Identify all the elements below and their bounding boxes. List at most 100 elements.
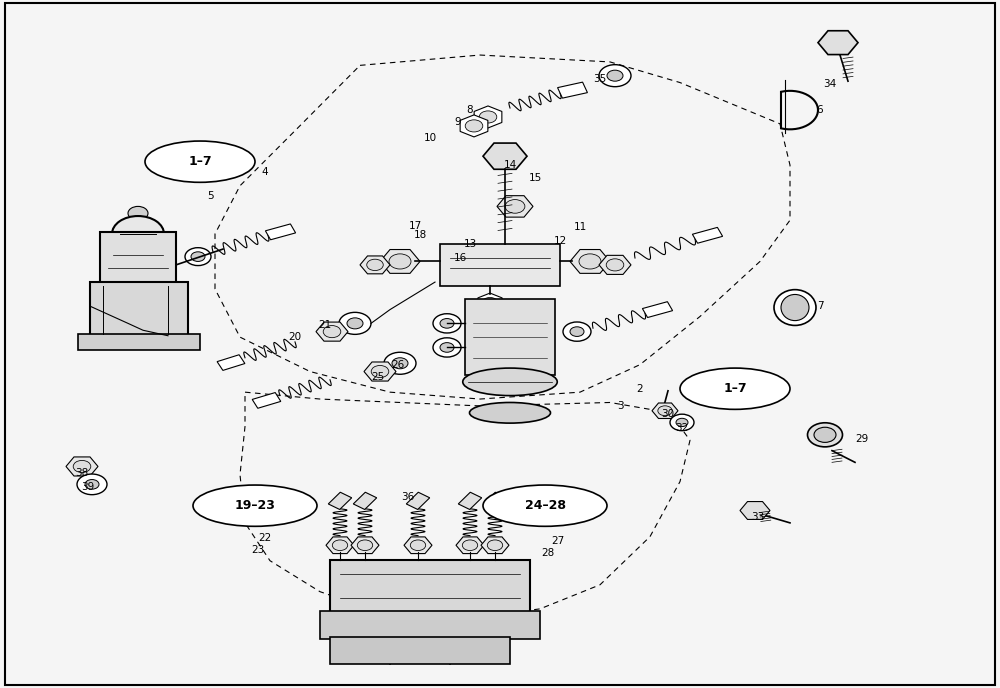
Polygon shape bbox=[217, 355, 245, 370]
Circle shape bbox=[347, 318, 363, 329]
Polygon shape bbox=[460, 115, 488, 137]
Circle shape bbox=[370, 589, 380, 597]
Circle shape bbox=[505, 200, 525, 213]
Polygon shape bbox=[497, 195, 533, 217]
Ellipse shape bbox=[774, 290, 816, 325]
Polygon shape bbox=[365, 587, 385, 599]
Polygon shape bbox=[265, 224, 296, 239]
Polygon shape bbox=[599, 255, 631, 275]
Bar bbox=[100, 232, 176, 283]
Circle shape bbox=[676, 418, 688, 427]
Polygon shape bbox=[66, 457, 98, 476]
Circle shape bbox=[77, 474, 107, 495]
Text: 13: 13 bbox=[463, 239, 477, 249]
Circle shape bbox=[185, 248, 211, 266]
Text: 29: 29 bbox=[855, 434, 869, 444]
Text: 26: 26 bbox=[391, 360, 405, 369]
Ellipse shape bbox=[814, 427, 836, 442]
Circle shape bbox=[606, 259, 624, 271]
Polygon shape bbox=[380, 250, 420, 273]
Text: 30: 30 bbox=[661, 409, 675, 419]
Text: 7: 7 bbox=[817, 301, 823, 311]
Polygon shape bbox=[652, 403, 678, 418]
Polygon shape bbox=[458, 492, 482, 510]
Text: 14: 14 bbox=[503, 160, 517, 170]
Circle shape bbox=[357, 540, 373, 550]
Circle shape bbox=[392, 358, 408, 369]
Circle shape bbox=[173, 338, 187, 347]
Circle shape bbox=[384, 352, 416, 374]
Circle shape bbox=[433, 338, 461, 357]
Circle shape bbox=[607, 70, 623, 81]
Circle shape bbox=[410, 540, 426, 550]
Polygon shape bbox=[406, 492, 430, 510]
Bar bbox=[90, 282, 188, 337]
Polygon shape bbox=[364, 362, 396, 381]
Text: 36: 36 bbox=[401, 492, 415, 502]
Polygon shape bbox=[326, 537, 354, 554]
Text: 34: 34 bbox=[823, 79, 837, 89]
Polygon shape bbox=[476, 312, 504, 328]
Circle shape bbox=[389, 254, 411, 269]
Text: 18: 18 bbox=[413, 230, 427, 240]
Text: 21: 21 bbox=[318, 320, 332, 330]
Polygon shape bbox=[316, 322, 348, 341]
Circle shape bbox=[482, 297, 498, 308]
Polygon shape bbox=[478, 293, 502, 312]
Text: 4: 4 bbox=[262, 167, 268, 177]
Polygon shape bbox=[332, 587, 352, 599]
Bar bbox=[78, 334, 200, 350]
Ellipse shape bbox=[483, 485, 607, 526]
Bar bbox=[330, 637, 510, 663]
Polygon shape bbox=[456, 537, 484, 554]
Circle shape bbox=[440, 343, 454, 352]
Polygon shape bbox=[360, 256, 390, 274]
Circle shape bbox=[339, 312, 371, 334]
Text: 33: 33 bbox=[751, 513, 765, 522]
Text: 35: 35 bbox=[593, 74, 607, 84]
Circle shape bbox=[670, 414, 694, 431]
Text: 9: 9 bbox=[455, 118, 461, 127]
Text: 24–28: 24–28 bbox=[524, 499, 566, 512]
Polygon shape bbox=[642, 302, 673, 317]
Circle shape bbox=[85, 480, 99, 489]
Text: 39: 39 bbox=[81, 482, 95, 492]
Circle shape bbox=[128, 206, 148, 220]
Text: 5: 5 bbox=[207, 191, 213, 201]
Ellipse shape bbox=[463, 368, 557, 396]
Polygon shape bbox=[740, 502, 770, 519]
Text: 32: 32 bbox=[675, 423, 689, 433]
Ellipse shape bbox=[808, 422, 842, 447]
Ellipse shape bbox=[470, 402, 550, 423]
Circle shape bbox=[487, 540, 503, 550]
Text: 23: 23 bbox=[251, 546, 265, 555]
Text: 25: 25 bbox=[371, 372, 385, 382]
Circle shape bbox=[658, 406, 672, 416]
Text: 12: 12 bbox=[553, 236, 567, 246]
Circle shape bbox=[599, 65, 631, 87]
Circle shape bbox=[465, 120, 483, 132]
Text: 16: 16 bbox=[453, 253, 467, 263]
Text: 8: 8 bbox=[467, 105, 473, 115]
Circle shape bbox=[433, 314, 461, 333]
Text: 3: 3 bbox=[617, 401, 623, 411]
Text: 1–7: 1–7 bbox=[723, 383, 747, 395]
Polygon shape bbox=[400, 587, 420, 599]
Ellipse shape bbox=[680, 368, 790, 409]
Polygon shape bbox=[818, 31, 858, 54]
Bar bbox=[330, 560, 530, 612]
Polygon shape bbox=[570, 250, 610, 273]
Polygon shape bbox=[351, 537, 379, 554]
Polygon shape bbox=[353, 492, 377, 510]
Ellipse shape bbox=[145, 141, 255, 182]
Text: 2: 2 bbox=[637, 384, 643, 394]
Circle shape bbox=[482, 314, 498, 325]
Text: 17: 17 bbox=[408, 221, 422, 230]
Circle shape bbox=[579, 254, 601, 269]
Text: 19–23: 19–23 bbox=[235, 499, 275, 512]
Circle shape bbox=[323, 325, 341, 338]
Text: 11: 11 bbox=[573, 222, 587, 232]
Polygon shape bbox=[328, 492, 352, 510]
Bar bbox=[465, 299, 555, 375]
Polygon shape bbox=[481, 537, 509, 554]
